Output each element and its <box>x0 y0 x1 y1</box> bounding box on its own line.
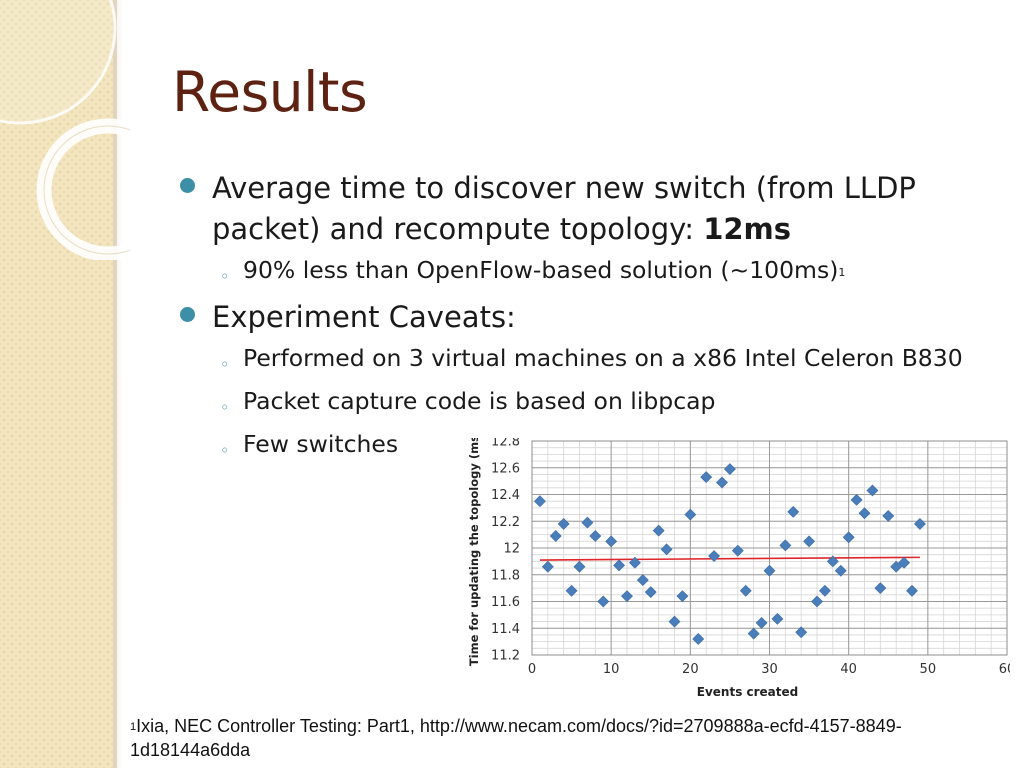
data-point <box>779 539 792 552</box>
data-point <box>644 586 657 599</box>
data-point <box>771 612 784 625</box>
data-point <box>866 484 879 497</box>
plot-border <box>531 440 1008 656</box>
bullet-dot-icon <box>180 307 195 322</box>
y-tick-label: 11.8 <box>491 568 520 583</box>
data-point <box>708 550 721 562</box>
x-tick-label: 0 <box>528 662 536 677</box>
data-point <box>913 518 926 530</box>
sub-bullet-ring-icon: ◦ <box>220 398 230 417</box>
x-axis-label: Events created <box>697 685 799 699</box>
data-point <box>565 584 578 597</box>
data-point <box>613 559 626 572</box>
x-tick-label: 10 <box>603 662 620 677</box>
decorative-rings <box>0 0 130 260</box>
data-point <box>826 555 839 568</box>
data-point <box>557 518 570 530</box>
data-point <box>652 524 665 537</box>
footnote-text: Ixia, NEC Controller Testing: Part1, htt… <box>130 716 902 760</box>
x-tick-label: 20 <box>682 662 699 677</box>
y-tick-label: 12.2 <box>491 515 520 530</box>
data-point <box>597 595 610 608</box>
sub-bullet-ring-icon: ◦ <box>220 355 230 374</box>
data-point <box>731 544 744 557</box>
data-point <box>636 574 649 587</box>
bullet-item: Experiment Caveats: <box>180 297 1010 338</box>
y-tick-label: 11.2 <box>491 649 520 664</box>
data-point <box>628 556 641 569</box>
data-point <box>834 564 847 577</box>
data-point <box>818 584 831 597</box>
data-point <box>684 508 697 521</box>
y-tick-label: 12.4 <box>491 488 520 503</box>
data-point <box>581 516 594 529</box>
sub-bullet-item: ◦ Packet capture code is based on libpca… <box>180 385 1010 418</box>
bullet-text: Average time to discover new switch (fro… <box>212 171 916 246</box>
bullet-list: Average time to discover new switch (fro… <box>180 168 1010 471</box>
x-tick-label: 50 <box>920 662 937 677</box>
data-point <box>621 590 633 603</box>
data-point <box>787 505 800 518</box>
scatter-chart: 0 10 20 30 40 50 60 11.2 11.4 11.6 11.8 12 12.2 12.4 1… <box>467 438 1010 699</box>
strip-shadow <box>113 0 123 768</box>
data-point <box>589 530 602 542</box>
data-point <box>533 495 546 508</box>
trendline <box>539 556 920 561</box>
data-point <box>605 535 618 548</box>
data-point <box>795 626 808 639</box>
data-point <box>573 560 586 573</box>
data-point <box>842 531 855 544</box>
sub-bullet-ring-icon: ◦ <box>220 441 230 460</box>
x-tick-label: 40 <box>840 662 857 677</box>
data-point <box>882 509 895 522</box>
data-point <box>660 543 673 556</box>
data-point <box>858 507 871 520</box>
y-tick-label: 12.8 <box>491 438 520 450</box>
data-point <box>890 560 903 573</box>
footnote: 1Ixia, NEC Controller Testing: Part1, ht… <box>130 714 1000 762</box>
data-point <box>692 633 705 645</box>
data-point <box>541 560 554 573</box>
data-point <box>716 476 728 489</box>
data-point <box>906 584 918 597</box>
y-tick-label: 11.6 <box>491 595 520 610</box>
data-point <box>850 493 863 506</box>
bullet-dot-icon <box>180 178 195 193</box>
data-point <box>874 582 887 595</box>
footnote-marker: 1 <box>838 266 846 279</box>
y-axis-label: Time for updating the topology (ms) <box>467 438 481 666</box>
x-tick-label: 30 <box>761 662 778 677</box>
data-point <box>739 584 752 597</box>
data-point <box>549 530 562 542</box>
data-point <box>811 595 823 608</box>
bullet-item: Average time to discover new switch (fro… <box>180 168 1010 250</box>
x-tick-label: 60 <box>999 662 1010 677</box>
sub-bullet-text: Few switches <box>243 430 399 458</box>
sub-bullet-item: ◦ Performed on 3 virtual machines on a x… <box>180 342 1010 375</box>
data-point <box>763 564 776 577</box>
data-point <box>803 535 816 548</box>
sub-bullet-text: Performed on 3 virtual machines on a x86… <box>243 344 963 372</box>
sub-bullet-item: ◦ 90% less than OpenFlow-based solution … <box>180 254 1010 287</box>
data-point <box>898 556 911 569</box>
slide-title: Results <box>172 60 368 124</box>
footnote-number: 1 <box>130 721 137 733</box>
data-point <box>723 463 736 476</box>
y-tick-label: 12.6 <box>491 461 520 476</box>
sub-bullet-text: Packet capture code is based on libpcap <box>243 387 716 415</box>
data-point <box>676 590 689 603</box>
sub-bullet-item: ◦ Few switches <box>180 428 1010 461</box>
sub-bullet-text: 90% less than OpenFlow-based solution (~… <box>243 256 839 284</box>
data-point <box>700 471 713 484</box>
y-tick-label: 11.4 <box>491 622 520 637</box>
data-point <box>755 616 768 629</box>
y-tick-label: 12 <box>503 542 520 557</box>
bullet-text: Experiment Caveats: <box>212 300 516 334</box>
bullet-emphasis: 12ms <box>703 212 792 246</box>
data-point <box>747 627 760 640</box>
sub-bullet-ring-icon: ◦ <box>220 267 230 286</box>
data-point <box>668 615 681 628</box>
